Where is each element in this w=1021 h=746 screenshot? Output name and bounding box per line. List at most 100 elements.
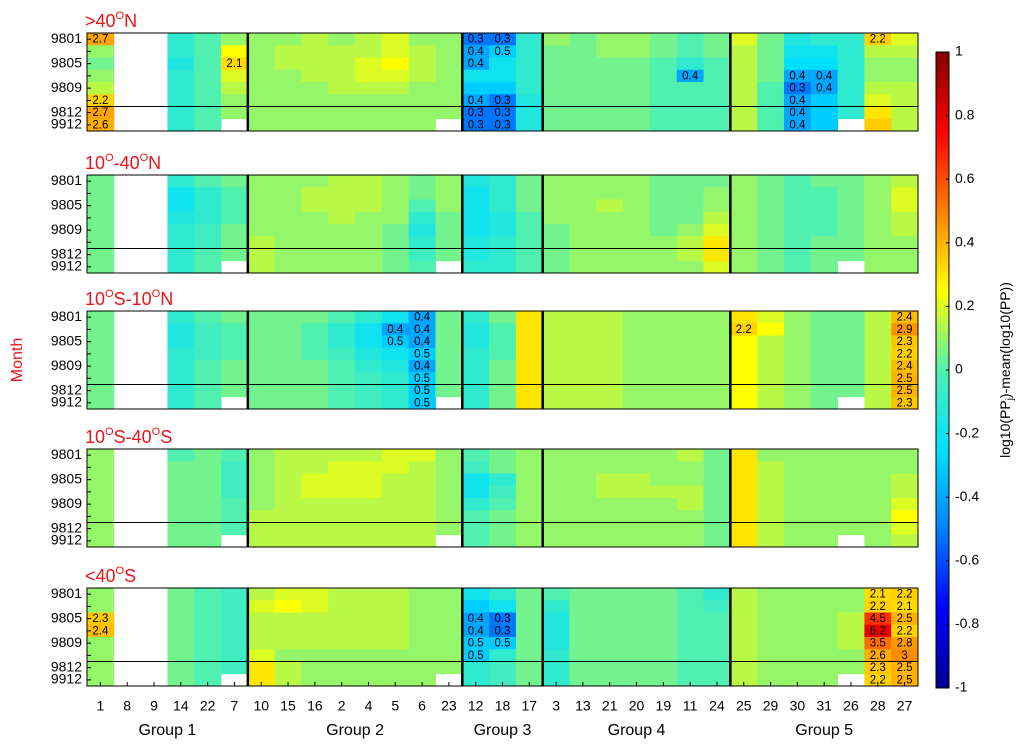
cell bbox=[355, 637, 383, 650]
colorbar-tick-label: 0.2 bbox=[955, 297, 975, 313]
cell bbox=[408, 534, 436, 548]
cell bbox=[569, 94, 597, 107]
cell bbox=[783, 510, 812, 523]
cell bbox=[542, 473, 570, 487]
cell bbox=[623, 106, 651, 120]
cell bbox=[783, 175, 812, 188]
cell bbox=[194, 485, 222, 499]
x-tick-label: 20 bbox=[629, 698, 645, 714]
cell bbox=[542, 360, 570, 373]
cell bbox=[569, 211, 597, 225]
y-tick-label: 9805 bbox=[51, 470, 82, 486]
cell bbox=[810, 510, 838, 523]
cell bbox=[381, 82, 410, 95]
cell bbox=[328, 612, 356, 626]
cell bbox=[676, 260, 704, 274]
cell bbox=[783, 449, 812, 462]
cell bbox=[301, 187, 329, 200]
cell bbox=[435, 384, 463, 398]
cell bbox=[757, 224, 785, 237]
cell bbox=[328, 473, 356, 487]
cell bbox=[301, 661, 329, 675]
cell bbox=[328, 588, 356, 601]
y-tick-label: 9805 bbox=[51, 54, 82, 70]
cell bbox=[435, 347, 463, 361]
cell bbox=[676, 311, 704, 324]
cell bbox=[596, 45, 624, 58]
cell bbox=[408, 396, 436, 410]
cell bbox=[757, 612, 785, 626]
cell bbox=[569, 260, 597, 274]
cell bbox=[167, 106, 195, 120]
cell bbox=[167, 248, 195, 262]
cell bbox=[810, 384, 838, 398]
cell bbox=[247, 175, 276, 188]
cell bbox=[274, 360, 302, 373]
cell bbox=[542, 612, 570, 626]
cell bbox=[167, 118, 195, 132]
cell bbox=[837, 57, 865, 71]
cell bbox=[462, 624, 490, 638]
cell bbox=[247, 311, 276, 324]
cell bbox=[649, 612, 678, 626]
cell bbox=[221, 311, 249, 324]
cell bbox=[247, 335, 276, 349]
cell bbox=[569, 323, 597, 336]
cell bbox=[247, 347, 276, 361]
cell bbox=[515, 449, 544, 462]
cell bbox=[569, 187, 597, 200]
cell bbox=[783, 522, 812, 536]
cell bbox=[381, 248, 410, 262]
cell-annotation: 2.1 bbox=[870, 589, 886, 601]
y-tick-label: 9809 bbox=[51, 79, 82, 95]
label-part: log10(PP bbox=[997, 400, 1013, 458]
cell bbox=[87, 612, 115, 626]
cell bbox=[194, 612, 222, 626]
cell bbox=[328, 106, 356, 120]
cell bbox=[676, 45, 704, 58]
cell bbox=[730, 396, 758, 410]
cell bbox=[274, 335, 302, 349]
cell bbox=[87, 661, 115, 675]
cell bbox=[355, 33, 383, 46]
cell-annotation: 6.2 bbox=[870, 625, 886, 637]
cell-annotation: 0.5 bbox=[414, 385, 430, 397]
cell bbox=[381, 311, 410, 324]
cell bbox=[247, 600, 276, 613]
cell bbox=[435, 224, 463, 237]
cell-annotation: 0.4 bbox=[789, 119, 806, 131]
cell bbox=[542, 45, 570, 58]
cell bbox=[891, 661, 919, 675]
cell bbox=[810, 612, 838, 626]
cell bbox=[730, 498, 758, 511]
cell bbox=[569, 372, 597, 385]
cell bbox=[837, 485, 865, 499]
cell bbox=[596, 175, 624, 188]
cell bbox=[462, 323, 490, 336]
cell bbox=[247, 498, 276, 511]
cell bbox=[676, 211, 704, 225]
cell bbox=[569, 384, 597, 398]
cell bbox=[757, 485, 785, 499]
cell bbox=[542, 461, 570, 474]
cell bbox=[435, 588, 463, 601]
cell bbox=[167, 396, 195, 410]
cell bbox=[462, 248, 490, 262]
cell bbox=[408, 498, 436, 511]
cell-annotation: 2.6 bbox=[870, 650, 886, 662]
cell bbox=[891, 673, 919, 687]
cell bbox=[301, 673, 329, 687]
cell bbox=[837, 600, 865, 613]
cell bbox=[649, 335, 678, 349]
x-tick-label: 21 bbox=[602, 698, 618, 714]
cell bbox=[891, 94, 919, 107]
cell bbox=[247, 588, 276, 601]
cell bbox=[408, 211, 436, 225]
cell bbox=[301, 94, 329, 107]
cell bbox=[489, 335, 517, 349]
cell bbox=[381, 335, 410, 349]
cell bbox=[569, 335, 597, 349]
cell bbox=[408, 311, 436, 324]
cell bbox=[810, 661, 838, 675]
cell bbox=[301, 69, 329, 83]
